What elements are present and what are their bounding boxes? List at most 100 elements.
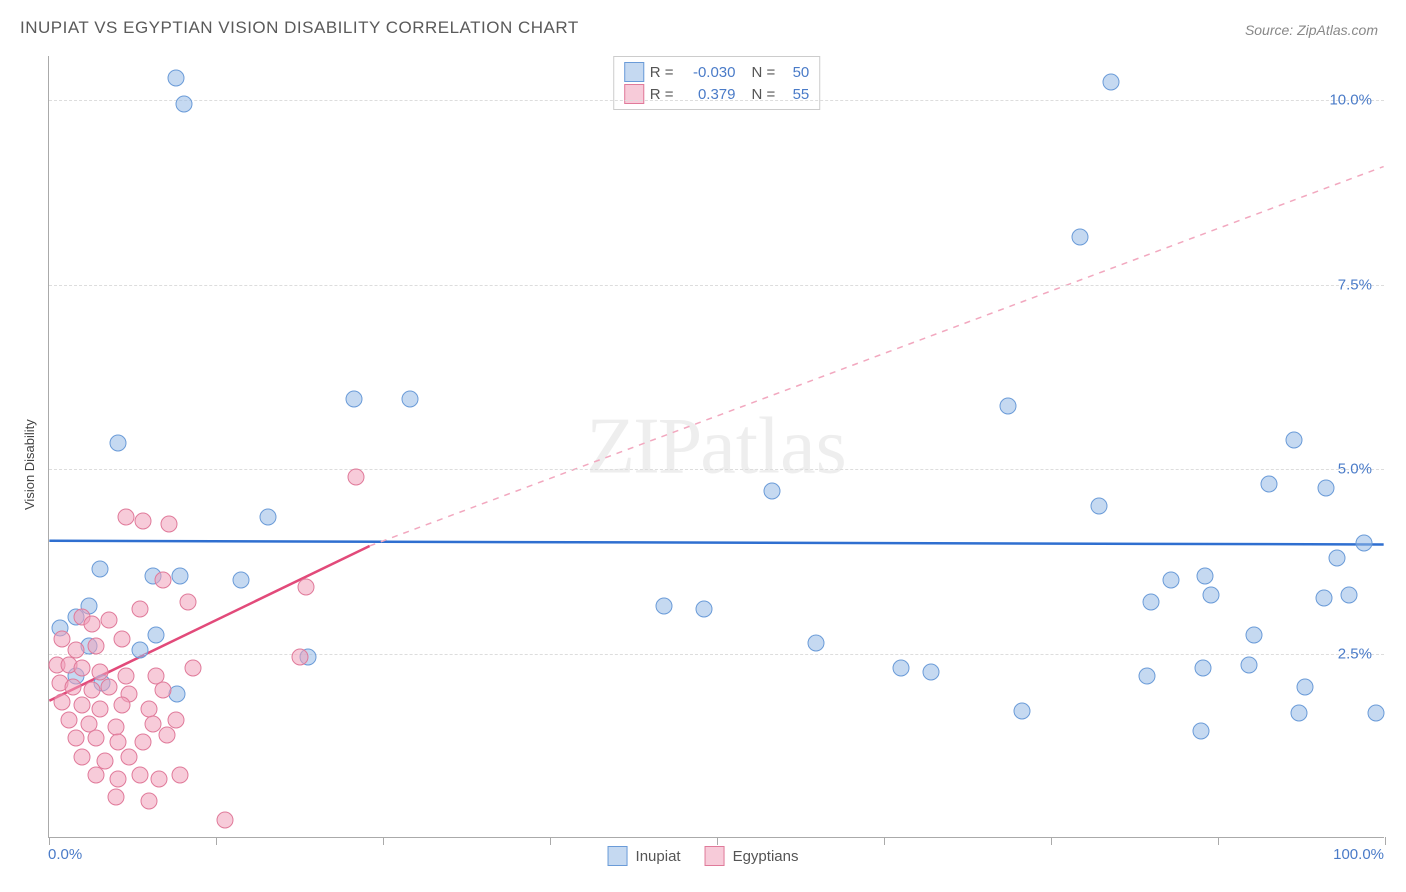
data-point bbox=[114, 697, 131, 714]
data-point bbox=[1143, 593, 1160, 610]
data-point bbox=[1286, 431, 1303, 448]
data-point bbox=[1000, 398, 1017, 415]
xtick bbox=[1385, 837, 1386, 845]
xtick bbox=[49, 837, 50, 845]
legend-stats: R = -0.030 N = 50 R = 0.379 N = 55 bbox=[613, 56, 821, 110]
legend-label-0: Inupiat bbox=[636, 848, 681, 865]
data-point bbox=[154, 682, 171, 699]
data-point bbox=[1260, 475, 1277, 492]
swatch-inupiat-icon bbox=[624, 62, 644, 82]
data-point bbox=[1196, 568, 1213, 585]
x-min-label: 0.0% bbox=[48, 846, 82, 863]
xtick bbox=[216, 837, 217, 845]
data-point bbox=[655, 597, 672, 614]
data-point bbox=[121, 748, 138, 765]
data-point bbox=[150, 770, 167, 787]
data-point bbox=[61, 711, 78, 728]
data-point bbox=[74, 697, 91, 714]
data-point bbox=[1355, 534, 1372, 551]
data-point bbox=[101, 612, 118, 629]
ytick-label: 5.0% bbox=[1338, 461, 1372, 478]
data-point bbox=[131, 641, 148, 658]
data-point bbox=[114, 630, 131, 647]
data-point bbox=[233, 571, 250, 588]
xtick bbox=[884, 837, 885, 845]
n-label: N = bbox=[752, 64, 776, 81]
n-value-0: 50 bbox=[781, 64, 809, 81]
gridline bbox=[49, 100, 1384, 101]
data-point bbox=[1203, 586, 1220, 603]
data-point bbox=[110, 770, 127, 787]
data-point bbox=[171, 767, 188, 784]
data-point bbox=[118, 509, 135, 526]
data-point bbox=[1072, 228, 1089, 245]
xtick bbox=[383, 837, 384, 845]
data-point bbox=[101, 678, 118, 695]
data-point bbox=[87, 638, 104, 655]
data-point bbox=[118, 667, 135, 684]
data-point bbox=[167, 70, 184, 87]
legend-item-egyptians: Egyptians bbox=[705, 846, 799, 866]
data-point bbox=[179, 593, 196, 610]
data-point bbox=[97, 752, 114, 769]
data-point bbox=[1091, 498, 1108, 515]
data-point bbox=[131, 601, 148, 618]
data-point bbox=[167, 711, 184, 728]
data-point bbox=[297, 579, 314, 596]
xtick bbox=[1051, 837, 1052, 845]
source-label: Source: ZipAtlas.com bbox=[1245, 22, 1378, 38]
data-point bbox=[65, 678, 82, 695]
data-point bbox=[74, 660, 91, 677]
legend-label-1: Egyptians bbox=[733, 848, 799, 865]
data-point bbox=[169, 686, 186, 703]
gridline bbox=[49, 654, 1384, 655]
data-point bbox=[110, 435, 127, 452]
legend-stats-row-0: R = -0.030 N = 50 bbox=[624, 61, 810, 83]
data-point bbox=[1318, 479, 1335, 496]
data-point bbox=[1195, 660, 1212, 677]
data-point bbox=[147, 627, 164, 644]
data-point bbox=[1013, 703, 1030, 720]
data-point bbox=[401, 391, 418, 408]
r-value-0: -0.030 bbox=[680, 64, 736, 81]
data-point bbox=[154, 571, 171, 588]
data-point bbox=[110, 734, 127, 751]
data-point bbox=[348, 468, 365, 485]
data-point bbox=[134, 734, 151, 751]
data-point bbox=[807, 634, 824, 651]
data-point bbox=[292, 649, 309, 666]
data-point bbox=[1367, 704, 1384, 721]
ytick-label: 7.5% bbox=[1338, 276, 1372, 293]
data-point bbox=[87, 767, 104, 784]
ytick-label: 10.0% bbox=[1329, 92, 1372, 109]
xtick bbox=[1218, 837, 1219, 845]
data-point bbox=[893, 660, 910, 677]
data-point bbox=[158, 726, 175, 743]
data-point bbox=[134, 512, 151, 529]
data-point bbox=[260, 509, 277, 526]
data-point bbox=[171, 568, 188, 585]
gridline bbox=[49, 285, 1384, 286]
data-point bbox=[67, 730, 84, 747]
data-point bbox=[1296, 678, 1313, 695]
watermark: ZIPatlas bbox=[586, 401, 847, 492]
data-point bbox=[1163, 571, 1180, 588]
xtick bbox=[717, 837, 718, 845]
data-point bbox=[83, 682, 100, 699]
data-point bbox=[1139, 667, 1156, 684]
data-point bbox=[1315, 590, 1332, 607]
swatch-egyptians-icon bbox=[705, 846, 725, 866]
data-point bbox=[695, 601, 712, 618]
data-point bbox=[922, 664, 939, 681]
data-point bbox=[74, 748, 91, 765]
data-point bbox=[345, 391, 362, 408]
ytick-label: 2.5% bbox=[1338, 645, 1372, 662]
chart-plot-area: ZIPatlas R = -0.030 N = 50 R = 0.379 N =… bbox=[48, 56, 1384, 838]
data-point bbox=[217, 811, 234, 828]
data-point bbox=[54, 693, 71, 710]
data-point bbox=[1103, 73, 1120, 90]
gridline bbox=[49, 469, 1384, 470]
legend-item-inupiat: Inupiat bbox=[608, 846, 681, 866]
legend-series: Inupiat Egyptians bbox=[608, 846, 799, 866]
data-point bbox=[87, 730, 104, 747]
